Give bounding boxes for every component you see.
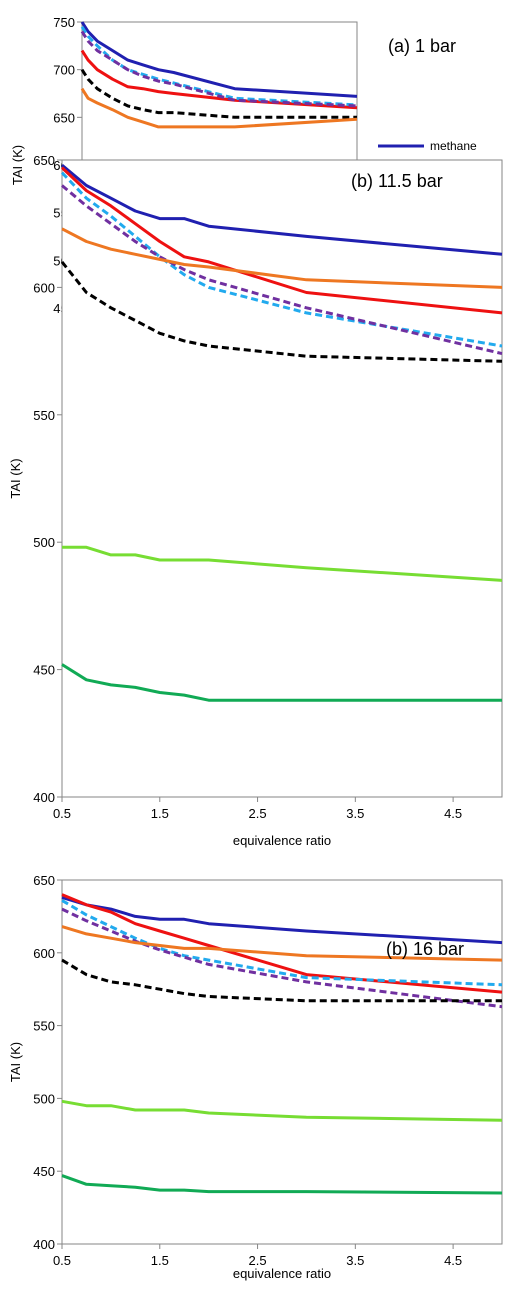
series-line-methane: [80, 21, 358, 98]
chart-title: (b) 16 bar: [386, 939, 464, 959]
y-tick-label: 400: [33, 790, 55, 805]
x-tick-label: 3.5: [346, 806, 364, 821]
x-axis-label: equivalence ratio: [233, 833, 331, 848]
y-tick-label: 400: [33, 1237, 55, 1252]
series-line-methanol: [61, 925, 503, 962]
y-tick-label: 650: [53, 110, 75, 125]
series-line-dme: [61, 1099, 503, 1122]
series-line-pittsburgh: [61, 899, 503, 987]
series-line-methanol: [80, 87, 358, 129]
x-axis-label: equivalence ratio: [233, 1266, 331, 1281]
series-line-process: [80, 68, 357, 119]
legend-label-methane: methane: [430, 139, 477, 153]
series-line-pittsburgh: [60, 171, 503, 348]
y-tick-label: 600: [33, 946, 55, 961]
chart-3: 400 450 500 550 600 650 0.5 1.5 2.5 3.5 4.5 equival…: [8, 873, 503, 1281]
x-tick-label: 0.5: [53, 1253, 71, 1268]
series-line-ethanol: [61, 1174, 503, 1195]
y-axis-label: TAI (K): [10, 145, 25, 185]
series-line-dme: [62, 545, 503, 582]
y-tick-label: 450: [33, 1164, 55, 1179]
series-line-ethane: [80, 49, 358, 110]
chart-title: (a) 1 bar: [388, 36, 456, 56]
y-tick-label: 650: [33, 873, 55, 888]
plot-area: [61, 879, 503, 1245]
x-tick-label: 4.5: [444, 1253, 462, 1268]
series-line-process: [61, 958, 502, 1003]
x-tick-label: 1.5: [151, 806, 169, 821]
y-tick-label: 650: [33, 153, 55, 168]
y-axis-label: TAI (K): [8, 458, 23, 498]
series-line-methane: [61, 163, 503, 256]
series-line-methanol: [61, 227, 503, 289]
y-tick-label: 500: [33, 1091, 55, 1106]
y-tick-label: 750: [53, 15, 75, 30]
series-line-indonesia: [61, 907, 503, 1009]
y-tick-label: 600: [33, 280, 55, 295]
x-tick-label: 0.5: [53, 806, 71, 821]
x-tick-label: 1.5: [151, 1253, 169, 1268]
x-tick-label: 3.5: [346, 1253, 364, 1268]
y-axis-label: TAI (K): [8, 1042, 23, 1082]
series-line-ethanol: [61, 663, 502, 702]
series-line-indonesia: [61, 184, 503, 356]
chart-title: (b) 11.5 bar: [351, 171, 443, 191]
y-tick-label: 500: [33, 535, 55, 550]
plot-area: [61, 159, 503, 798]
series-line-ethane: [61, 893, 503, 994]
y-tick-label: 450: [33, 663, 55, 678]
y-tick-label: 700: [53, 63, 75, 78]
series-line-indonesia: [80, 30, 358, 108]
x-tick-label: 4.5: [444, 806, 462, 821]
y-tick-label: 550: [33, 408, 55, 423]
chart-2: 400 450 500 550 600 650 0.5 1.5 2.5 3.5 4.5 equival…: [8, 153, 503, 848]
x-tick-label: 2.5: [249, 1253, 267, 1268]
series-line-process: [60, 260, 503, 363]
series-line-ethane: [60, 166, 503, 315]
x-tick-label: 2.5: [249, 806, 267, 821]
y-tick-label: 550: [33, 1019, 55, 1034]
